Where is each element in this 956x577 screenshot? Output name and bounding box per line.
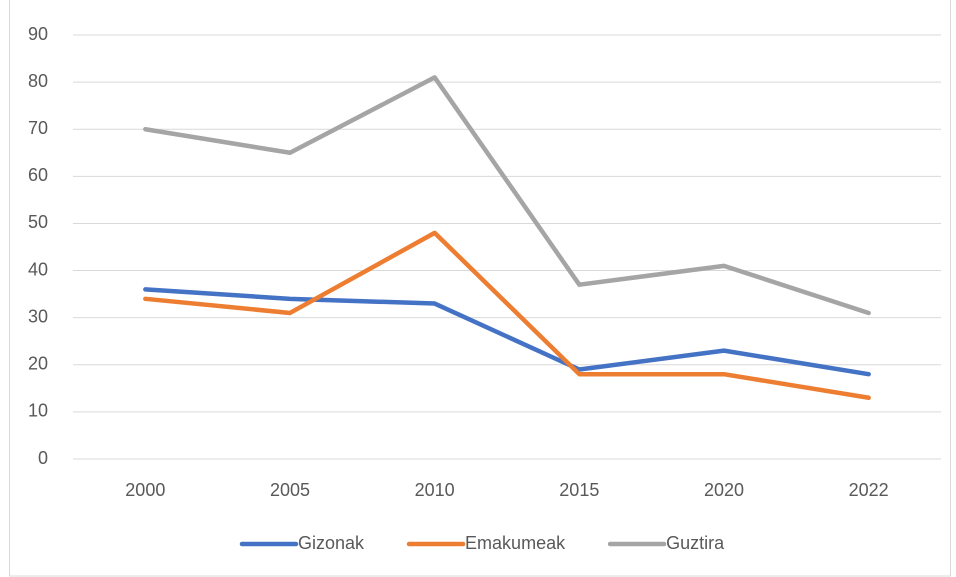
y-tick-label: 0: [38, 448, 48, 468]
x-tick-label: 2000: [125, 480, 165, 500]
legend-label: Emakumeak: [465, 533, 566, 553]
y-tick-label: 60: [28, 165, 48, 185]
y-tick-label: 50: [28, 212, 48, 232]
legend-label: Gizonak: [298, 533, 365, 553]
series-line: [143, 287, 871, 377]
series-line: [143, 75, 871, 316]
y-tick-label: 20: [28, 354, 48, 374]
x-tick-label: 2022: [849, 480, 889, 500]
x-tick-label: 2015: [559, 480, 599, 500]
y-tick-label: 10: [28, 401, 48, 421]
y-tick-label: 70: [28, 118, 48, 138]
x-tick-label: 2010: [415, 480, 455, 500]
y-tick-label: 90: [28, 24, 48, 44]
x-tick-label: 2020: [704, 480, 744, 500]
y-tick-label: 80: [28, 71, 48, 91]
x-tick-label: 2005: [270, 480, 310, 500]
legend-label: Guztira: [666, 533, 725, 553]
y-tick-label: 30: [28, 306, 48, 326]
y-tick-label: 40: [28, 259, 48, 279]
series-line: [143, 230, 871, 401]
